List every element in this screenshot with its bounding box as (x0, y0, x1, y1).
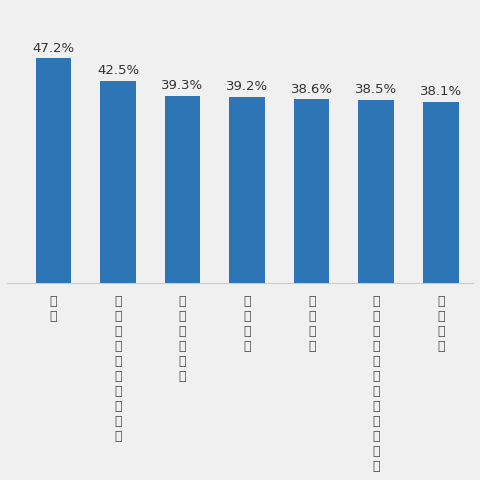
Bar (294, 99, 329, 283)
Text: 42.5%: 42.5% (97, 64, 139, 77)
Bar (165, 96, 200, 283)
Text: 39.3%: 39.3% (161, 79, 204, 92)
Text: 38.6%: 38.6% (291, 83, 333, 96)
Text: 38.1%: 38.1% (420, 85, 462, 98)
Text: 47.2%: 47.2% (32, 42, 74, 55)
Bar (36, 59, 71, 283)
Bar (359, 100, 394, 283)
Bar (100, 81, 136, 283)
Bar (229, 96, 265, 283)
Text: 38.5%: 38.5% (355, 83, 397, 96)
Bar (423, 102, 458, 283)
Text: 39.2%: 39.2% (226, 80, 268, 93)
